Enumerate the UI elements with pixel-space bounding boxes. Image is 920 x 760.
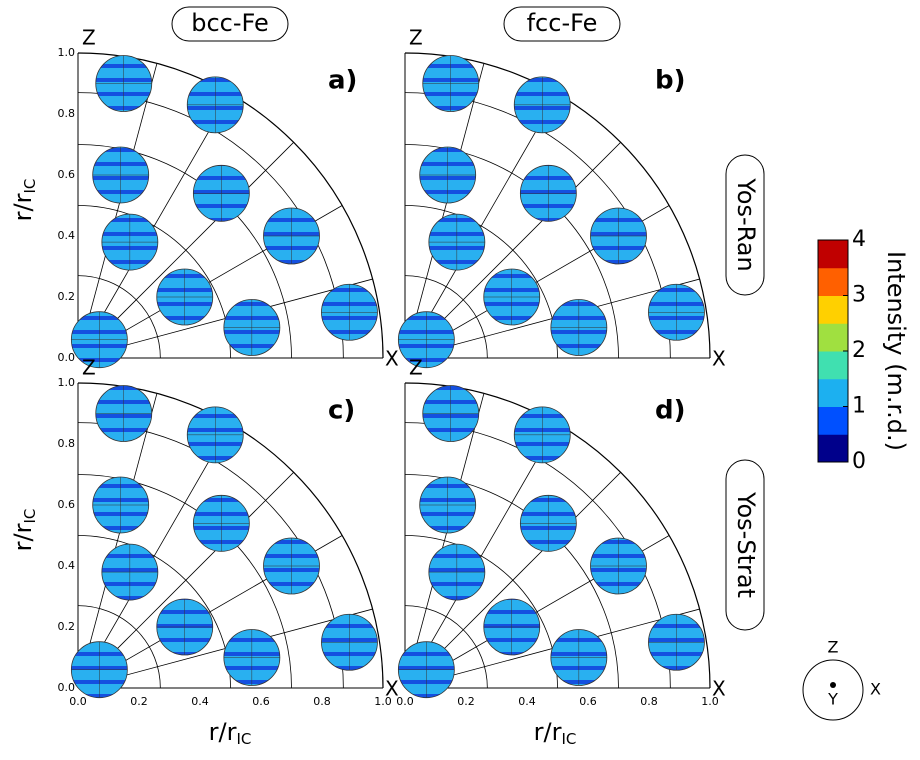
y-axis-label: r/rIC xyxy=(9,179,39,222)
x-tick-label: 0.6 xyxy=(579,695,597,708)
y-axis-label-sub: IC xyxy=(21,509,39,524)
y-axis-label: r/rIC xyxy=(9,509,39,552)
colorbar-segment xyxy=(818,378,848,407)
axis-letter: Z xyxy=(409,356,423,380)
y-axis-label-main: r/r xyxy=(9,523,37,551)
y-tick-label: 0.6 xyxy=(58,498,76,511)
x-tick-label: 0.6 xyxy=(252,695,270,708)
colorbar-segment xyxy=(818,295,848,324)
inset-x: X xyxy=(870,680,881,699)
y-axis-label-main: r/r xyxy=(9,193,37,221)
y-tick-label: 0.2 xyxy=(58,290,76,303)
y-tick-label: 0.0 xyxy=(58,351,76,364)
x-tick-label: 0.4 xyxy=(191,695,209,708)
axis-letter: X xyxy=(712,677,726,701)
inset-dot xyxy=(830,682,836,688)
x-tick-label: 0.2 xyxy=(457,695,475,708)
colorbar-segment xyxy=(818,351,848,380)
row-label: Yos-Ran xyxy=(732,177,760,271)
x-axis-label: r/rIC xyxy=(534,718,577,748)
x-tick-label: 0.0 xyxy=(69,695,87,708)
x-tick-label: 0.0 xyxy=(396,695,414,708)
axis-letter: Z xyxy=(82,356,96,380)
row-box xyxy=(725,459,765,631)
y-tick-label: 0.2 xyxy=(58,620,76,633)
y-tick-label: 0.6 xyxy=(58,168,76,181)
x-tick-label: 0.2 xyxy=(130,695,148,708)
y-tick-label: 0.0 xyxy=(58,681,76,694)
colorbar-tick-label: 3 xyxy=(852,283,866,308)
y-tick-label: 0.8 xyxy=(58,107,76,120)
panel-label: d) xyxy=(655,396,686,426)
colorbar-tick-label: 2 xyxy=(852,338,866,363)
grid-radial xyxy=(404,393,485,689)
panel: d) Z X 0.0 0.2 0.4 0.6 0.8 1.0 xyxy=(396,356,726,709)
axis-letter: X xyxy=(385,347,399,371)
x-axis-label-main: r/r xyxy=(534,718,562,746)
colorbar-segment xyxy=(818,240,848,269)
x-axis-label: r/rIC xyxy=(209,718,252,748)
inset-z: Z xyxy=(828,638,839,657)
axis-letter: X xyxy=(712,347,726,371)
colorbar-segment xyxy=(818,323,848,352)
colorbar-tick-label: 0 xyxy=(852,449,866,474)
axis-letter: Z xyxy=(409,26,423,50)
panel-label: c) xyxy=(328,396,355,426)
x-tick-label: 1.0 xyxy=(701,695,719,708)
x-axis-label-sub: IC xyxy=(236,730,251,748)
panel: b) Z X xyxy=(397,26,726,371)
x-tick-label: 0.4 xyxy=(518,695,536,708)
y-tick-label: 0.8 xyxy=(58,437,76,450)
y-axis-label-sub: IC xyxy=(21,179,39,194)
colorbar-segment xyxy=(818,406,848,435)
panel-label: a) xyxy=(328,66,357,96)
panel: c) Z X 0.0 0.2 0.4 0.6 0.8 1.0 0.0 0.2 0.4 0.6 0.8 1.0 xyxy=(58,356,400,709)
row-label: Yos-Strat xyxy=(732,491,760,598)
colorbar-label: Intensity (m.r.d.) xyxy=(882,251,910,451)
colorbar-segment xyxy=(818,434,848,463)
column-box xyxy=(503,6,621,42)
colorbar-tick-label: 1 xyxy=(852,394,866,419)
panel: a) Z X 0.0 0.2 0.4 0.6 0.8 1.0 xyxy=(58,26,400,371)
inset-y: Y xyxy=(827,690,838,709)
x-axis-label-main: r/r xyxy=(209,718,237,746)
column-label: bcc-Fe xyxy=(191,9,269,37)
grid-radial xyxy=(404,63,485,359)
colorbar-segment xyxy=(818,267,848,296)
column-box xyxy=(171,6,289,42)
colorbar-tick-label: 4 xyxy=(852,227,866,252)
x-tick-label: 0.8 xyxy=(640,695,658,708)
y-tick-label: 1.0 xyxy=(58,376,76,389)
column-label: fcc-Fe xyxy=(527,9,598,37)
axis-letter: X xyxy=(385,677,399,701)
y-tick-label: 0.4 xyxy=(58,559,76,572)
grid-radial xyxy=(77,393,158,689)
x-tick-label: 0.8 xyxy=(313,695,331,708)
x-tick-label: 1.0 xyxy=(374,695,392,708)
y-tick-label: 1.0 xyxy=(58,46,76,59)
grid-radial xyxy=(77,63,158,359)
axis-letter: Z xyxy=(82,26,96,50)
y-tick-label: 0.4 xyxy=(58,229,76,242)
x-axis-label-sub: IC xyxy=(561,730,576,748)
panel-label: b) xyxy=(655,66,686,96)
inset-circle xyxy=(802,659,864,721)
row-box xyxy=(725,154,765,296)
